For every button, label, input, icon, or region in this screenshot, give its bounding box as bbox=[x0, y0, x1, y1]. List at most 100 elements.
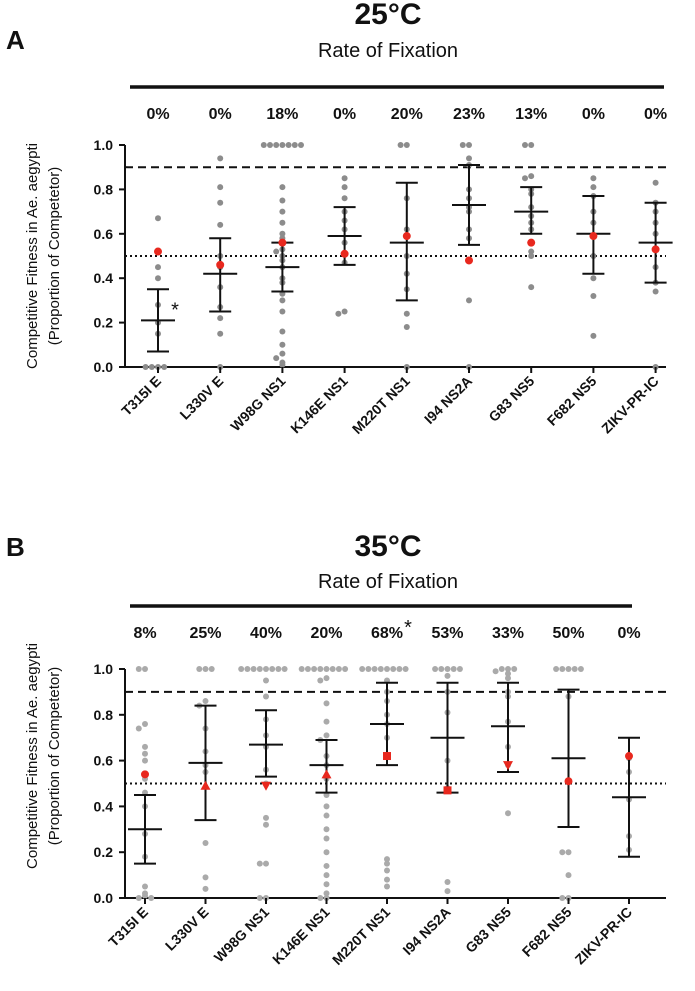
panel-b-subtitle: Rate of Fixation bbox=[318, 571, 458, 593]
data-point bbox=[217, 330, 224, 337]
red-marker bbox=[200, 780, 211, 790]
data-point bbox=[390, 666, 397, 672]
data-point bbox=[285, 142, 292, 148]
data-point bbox=[273, 248, 280, 255]
data-point bbox=[256, 666, 263, 672]
data-point bbox=[384, 856, 390, 863]
y-tick-label: 0.6 bbox=[94, 226, 114, 242]
x-tick-label: L330V E bbox=[162, 904, 212, 954]
data-point bbox=[444, 888, 451, 895]
y-tick-label: 0.0 bbox=[94, 359, 114, 375]
data-point bbox=[505, 666, 511, 672]
data-point bbox=[323, 700, 330, 707]
data-point bbox=[403, 142, 410, 148]
panel-b-y-ticks: 0.0 0.2 0.4 0.6 0.8 1.0 bbox=[94, 661, 125, 906]
data-point bbox=[142, 720, 148, 727]
x-tick-label: M220T NS1 bbox=[329, 904, 393, 968]
data-point bbox=[652, 179, 659, 186]
data-point bbox=[571, 666, 578, 672]
data-point bbox=[335, 666, 342, 672]
x-tick-label: I94 NS2A bbox=[399, 904, 453, 958]
data-point bbox=[263, 814, 269, 821]
data-point bbox=[279, 341, 286, 348]
data-point bbox=[323, 826, 330, 833]
data-point bbox=[298, 142, 304, 148]
data-point bbox=[323, 881, 330, 888]
panel-a-mean-sd-bars bbox=[141, 163, 673, 353]
fixation-rate-label: 0% bbox=[617, 625, 640, 642]
data-point bbox=[323, 732, 330, 739]
fixation-rate-label: 8% bbox=[133, 625, 156, 642]
fixation-rate-label: 23% bbox=[453, 106, 485, 123]
data-point bbox=[450, 666, 457, 672]
panel-b-mean-sd-bars bbox=[128, 681, 646, 865]
data-point bbox=[341, 175, 348, 182]
data-point bbox=[652, 288, 659, 295]
data-point bbox=[267, 142, 273, 148]
x-tick-label: K146E NS1 bbox=[287, 373, 351, 437]
data-point bbox=[135, 666, 142, 672]
data-point bbox=[371, 666, 378, 672]
data-point bbox=[329, 666, 336, 672]
data-point bbox=[590, 175, 597, 182]
data-point bbox=[384, 860, 390, 867]
data-point bbox=[263, 666, 269, 672]
red-marker bbox=[383, 752, 391, 761]
data-point bbox=[279, 361, 286, 368]
data-point bbox=[528, 253, 535, 259]
data-point bbox=[279, 197, 286, 204]
data-point bbox=[505, 670, 511, 677]
data-point bbox=[148, 895, 155, 901]
data-point bbox=[341, 195, 348, 202]
data-point bbox=[559, 666, 566, 672]
data-point bbox=[528, 173, 535, 180]
x-tick-label: F682 NS5 bbox=[544, 373, 600, 429]
data-point bbox=[553, 666, 560, 672]
data-point bbox=[279, 142, 286, 148]
data-point bbox=[142, 364, 149, 370]
data-point bbox=[317, 677, 324, 684]
data-point bbox=[155, 264, 161, 271]
y-tick-label: 0.6 bbox=[94, 753, 114, 769]
x-tick-label: T315I E bbox=[118, 373, 164, 419]
data-point bbox=[260, 142, 267, 148]
data-point bbox=[142, 892, 148, 899]
data-point bbox=[202, 666, 209, 672]
x-tick-label: G83 NS5 bbox=[462, 904, 514, 956]
data-point bbox=[217, 184, 224, 191]
data-point bbox=[456, 666, 463, 672]
data-point bbox=[459, 142, 466, 148]
data-point bbox=[365, 666, 372, 672]
x-tick-label: K146E NS1 bbox=[269, 904, 333, 968]
red-marker bbox=[443, 786, 452, 795]
panel-a-red-markers bbox=[154, 232, 660, 269]
data-point bbox=[384, 876, 390, 883]
red-marker bbox=[503, 761, 513, 771]
fixation-rate-label: 0% bbox=[333, 106, 356, 123]
data-point bbox=[590, 332, 597, 339]
data-point bbox=[323, 803, 330, 810]
data-point bbox=[142, 750, 148, 757]
data-point bbox=[273, 355, 280, 362]
fixation-rate-label: 25% bbox=[189, 625, 221, 642]
data-point bbox=[577, 666, 584, 672]
data-point bbox=[323, 675, 330, 682]
panel-b-fixation-rates: 8% 25% 40% 20% 68% 53% 33% 50% 0% bbox=[133, 625, 640, 642]
y-tick-label: 0.8 bbox=[94, 707, 114, 723]
fixation-rate-label: 50% bbox=[552, 625, 584, 642]
data-point bbox=[279, 297, 286, 304]
x-tick-label: W98G NS1 bbox=[227, 373, 289, 435]
data-point bbox=[466, 142, 472, 148]
data-point bbox=[444, 878, 451, 885]
data-point bbox=[522, 175, 528, 182]
data-point bbox=[256, 895, 263, 901]
panel-b-significance: * bbox=[404, 617, 412, 639]
data-point bbox=[342, 666, 349, 672]
x-tick-label: F682 NS5 bbox=[519, 904, 575, 960]
data-point bbox=[396, 666, 403, 672]
data-point bbox=[384, 867, 390, 874]
y-tick-label: 0.2 bbox=[94, 844, 114, 860]
data-point bbox=[341, 308, 348, 315]
data-point bbox=[397, 142, 404, 148]
data-point bbox=[498, 666, 505, 672]
